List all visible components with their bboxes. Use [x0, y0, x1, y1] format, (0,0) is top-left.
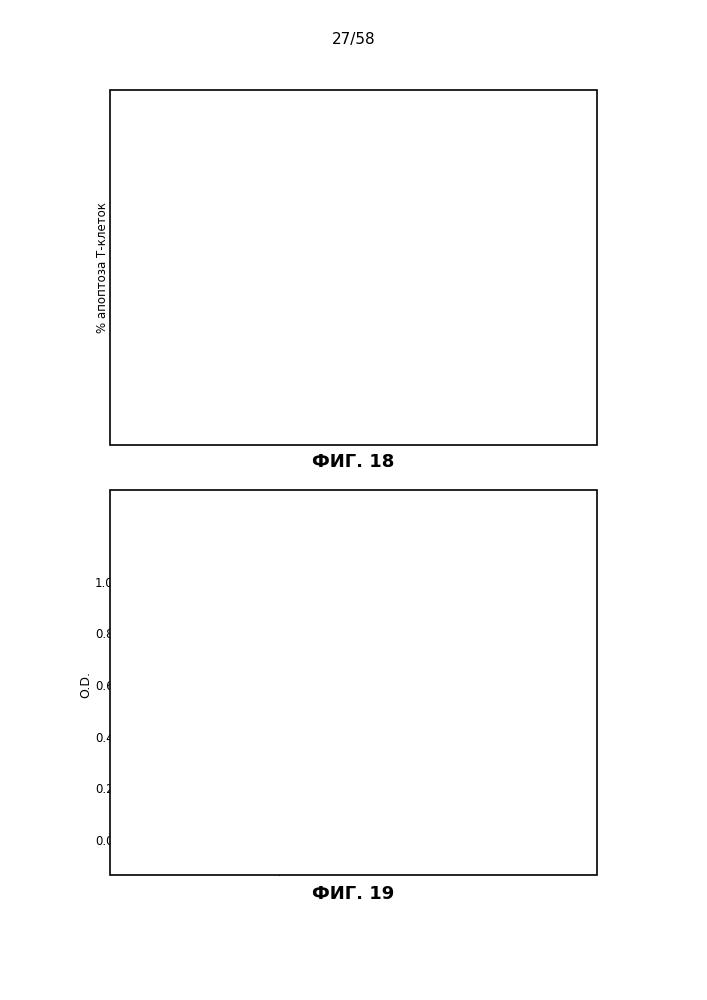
- Text: ФИГ. 19: ФИГ. 19: [312, 885, 395, 903]
- Bar: [524, 335, 557, 425]
- Bar: [458, 344, 491, 425]
- Y-axis label: % апоптоза Т-клеток: % апоптоза Т-клеток: [96, 202, 109, 333]
- Bar: [342, 633, 382, 840]
- Bar: [217, 659, 258, 840]
- X-axis label: Концентрация анти-PD-1-антитела (мкг/мл): Концентрация анти-PD-1-антитела (мкг/мл): [225, 863, 500, 876]
- Bar: [404, 746, 445, 840]
- Legend: без Ab, контрольное
Ab, 5C4: без Ab, контрольное Ab, 5C4: [476, 116, 581, 179]
- Bar: [155, 580, 196, 840]
- Bar: [491, 384, 524, 425]
- Title: Действие анти-PD-1-Ab на апоптоз Т-клеток в MRL: Действие анти-PD-1-Ab на апоптоз Т-клето…: [166, 93, 559, 106]
- Bar: [332, 164, 366, 425]
- Title: Действие анти-PD-1 5С4 на секрецию IFN-гамма
в CMV-стимулированных PBMC: Действие анти-PD-1 5С4 на секрецию IFN-г…: [176, 498, 549, 526]
- Bar: [141, 286, 174, 425]
- Bar: [280, 596, 320, 840]
- Text: 27/58: 27/58: [332, 32, 375, 47]
- Bar: [366, 133, 399, 425]
- Bar: [467, 770, 508, 840]
- Bar: [529, 747, 570, 840]
- Text: ФИГ. 18: ФИГ. 18: [312, 453, 395, 471]
- Y-axis label: O.D.: O.D.: [79, 672, 92, 698]
- Bar: [300, 173, 332, 425]
